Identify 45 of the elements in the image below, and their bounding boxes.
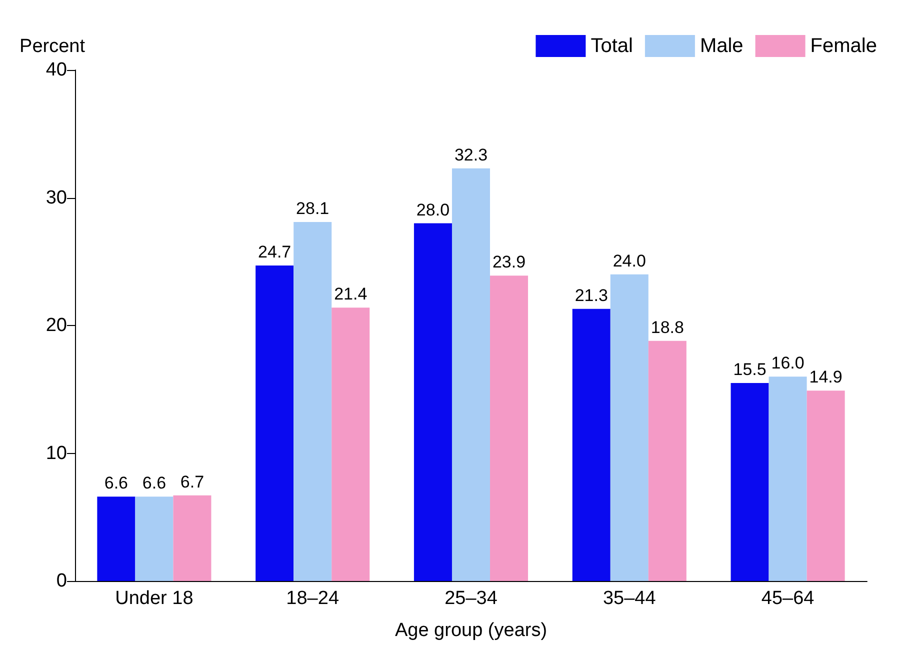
bar — [490, 276, 528, 581]
data-label: 23.9 — [492, 252, 526, 272]
bar — [135, 496, 174, 581]
x-tick-label: 18–24 — [286, 588, 340, 609]
y-tick-label: 30 — [46, 187, 67, 208]
data-label: 21.3 — [574, 286, 608, 305]
bar — [294, 222, 332, 581]
y-tick-label: 10 — [46, 442, 67, 464]
x-tick-label: 45–64 — [761, 588, 815, 609]
legend-label: Male — [700, 35, 744, 57]
bar — [572, 308, 610, 581]
bar — [256, 265, 294, 581]
data-label: 21.4 — [334, 284, 368, 304]
legend-label: Total — [590, 35, 633, 57]
data-label: 28.0 — [416, 200, 450, 220]
data-label: 32.3 — [454, 145, 488, 164]
y-axis-title: Percent — [20, 36, 86, 57]
legend-label: Female — [810, 35, 878, 57]
data-label: 28.1 — [296, 199, 330, 218]
data-label: 16.0 — [771, 354, 804, 373]
data-label: 14.9 — [809, 368, 842, 387]
y-tick-label: 40 — [46, 60, 67, 80]
x-tick-label: Under 18 — [115, 588, 194, 609]
bar — [332, 308, 370, 581]
data-label: 6.6 — [104, 474, 128, 493]
x-tick-label: 35–44 — [602, 588, 656, 609]
data-label: 24.0 — [612, 251, 646, 270]
bar — [173, 495, 212, 581]
bar — [97, 496, 136, 581]
data-label: 15.5 — [733, 360, 766, 379]
bar — [414, 223, 452, 581]
y-tick-label: 20 — [46, 315, 67, 336]
y-tick-label: 0 — [56, 570, 67, 592]
bar — [610, 274, 648, 581]
x-tick-label: 25–34 — [444, 588, 498, 609]
bar — [452, 168, 490, 581]
x-axis-title: Age group (years) — [394, 620, 548, 641]
bar — [768, 376, 807, 581]
data-label: 6.6 — [142, 474, 166, 493]
data-label: 24.7 — [258, 242, 292, 262]
data-label: 18.8 — [650, 318, 684, 337]
bar — [730, 382, 769, 581]
bar — [806, 390, 845, 581]
bar — [648, 340, 686, 581]
data-label: 6.7 — [180, 472, 204, 492]
